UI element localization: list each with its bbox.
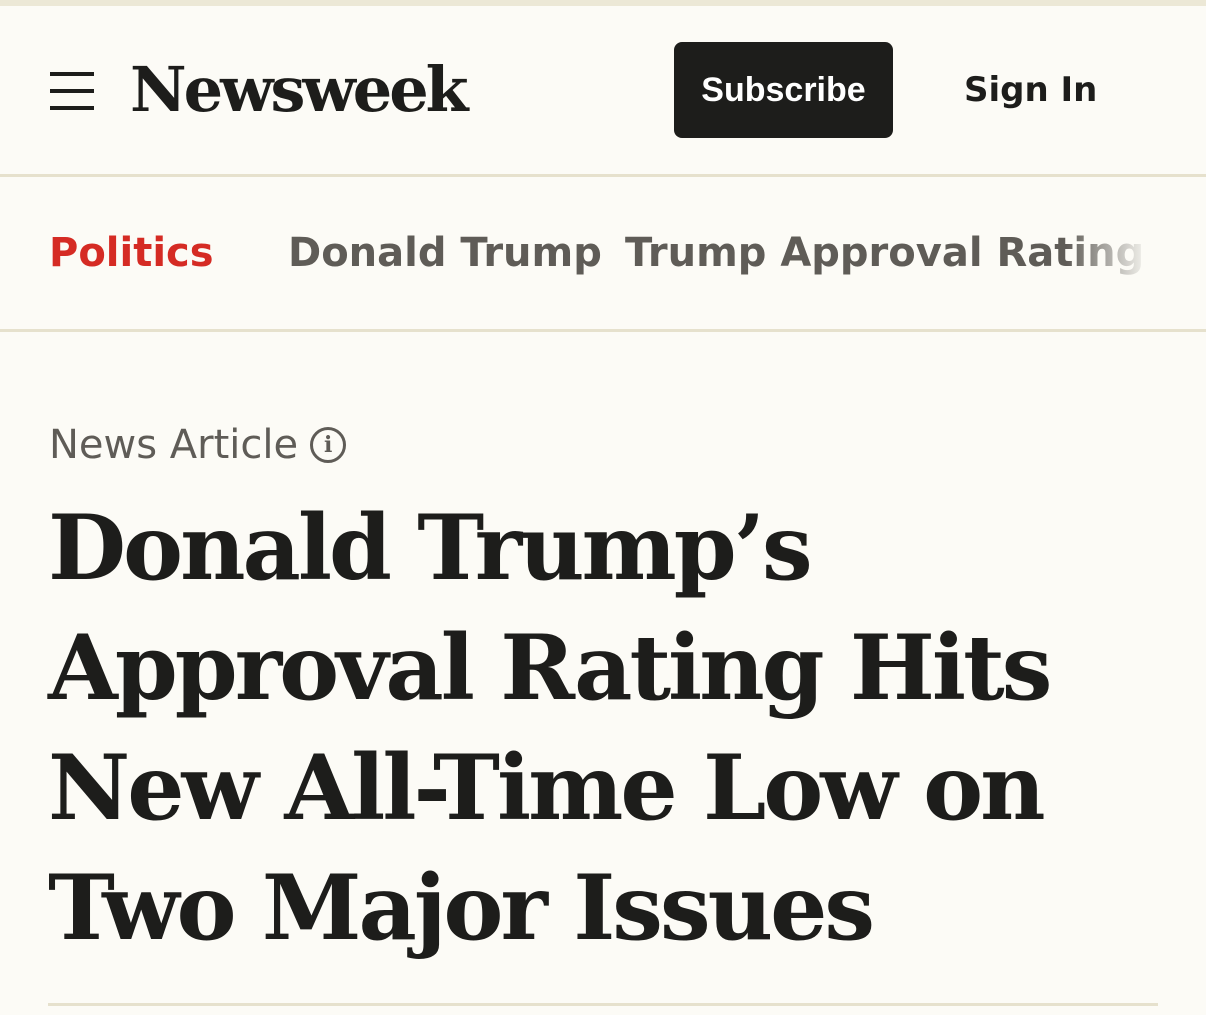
nav-scroll-fade	[1066, 177, 1206, 329]
topic-nav: Politics Donald Trump Trump Approval Rat…	[0, 177, 1206, 329]
info-icon[interactable]: i	[310, 427, 347, 463]
nav-divider	[0, 329, 1206, 332]
newsweek-logo[interactable]: Newsweek	[130, 53, 469, 126]
article-headline: Donald Trump’s Approval Rating Hits New …	[48, 495, 1052, 961]
sign-in-link[interactable]: Sign In	[964, 70, 1098, 110]
nav-item-trump-approval-rating[interactable]: Trump Approval Rating	[625, 230, 1145, 276]
menu-icon[interactable]	[50, 72, 94, 110]
top-strip	[0, 0, 1206, 6]
subscribe-button[interactable]: Subscribe	[674, 42, 893, 138]
nav-item-donald-trump[interactable]: Donald Trump	[288, 230, 602, 276]
article-type-label: News Article i	[49, 420, 347, 470]
article-type-text: News Article	[49, 422, 299, 468]
site-header: Newsweek Subscribe Sign In	[0, 6, 1206, 174]
headline-divider	[48, 1003, 1158, 1006]
header-divider	[0, 174, 1206, 177]
nav-item-politics[interactable]: Politics	[49, 230, 214, 276]
